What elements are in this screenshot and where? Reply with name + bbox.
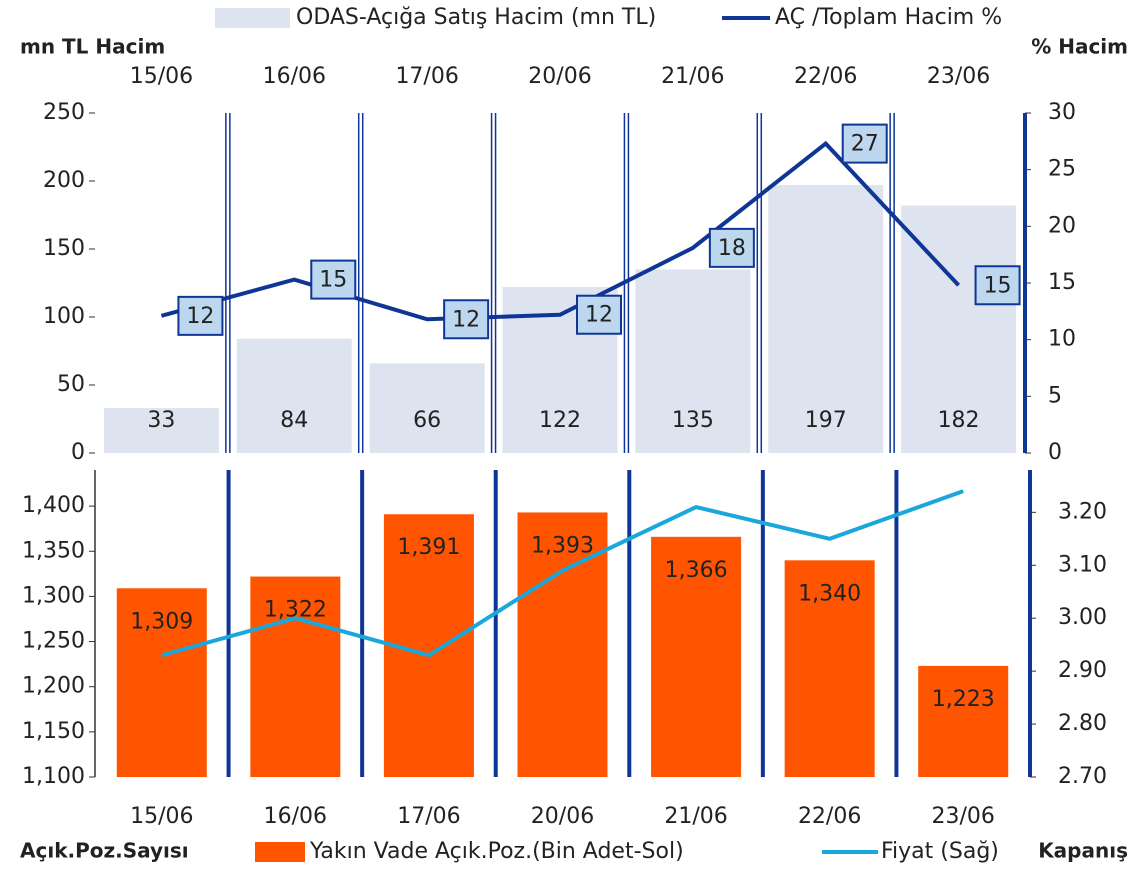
y-tick-label: 1,350 [22, 538, 85, 563]
line [161, 489, 964, 658]
y-tick-label: 50 [57, 372, 85, 397]
y-tick-label: 1,250 [22, 629, 85, 654]
y-tick-label: 1,150 [22, 719, 85, 744]
bar [236, 338, 352, 453]
y2-tick-label: 25 [1048, 157, 1076, 182]
x-tick-label: 16/06 [263, 64, 326, 89]
y2-tick-label: 2.80 [1058, 711, 1107, 736]
data-label: 12 [452, 307, 480, 332]
y2-tick-label: 2.70 [1058, 764, 1107, 789]
x-tick-label: 22/06 [798, 804, 861, 829]
data-label: 1,340 [798, 581, 861, 606]
data-label-box [576, 294, 622, 335]
y-axis-title: Açık.Poz.Sayısı [20, 839, 189, 863]
y-tick-label: 1,200 [22, 674, 85, 699]
x-tick-label: 20/06 [531, 804, 594, 829]
legend-label: Fiyat (Sağ) [881, 839, 999, 864]
data-label-box [177, 295, 224, 336]
x-tick-label: 22/06 [794, 64, 857, 89]
bar [768, 185, 884, 453]
data-label: 15 [984, 273, 1012, 298]
x-tick-label: 20/06 [528, 64, 591, 89]
x-tick-label: 21/06 [664, 804, 727, 829]
y2-tick-label: 20 [1048, 213, 1076, 238]
x-tick-label: 17/06 [397, 804, 460, 829]
x-tick-label: 17/06 [395, 64, 458, 89]
bar [103, 408, 219, 453]
x-tick-label: 21/06 [661, 64, 724, 89]
data-label-box [443, 299, 490, 340]
y-tick-label: 250 [43, 100, 85, 125]
data-label: 15 [319, 268, 347, 293]
y2-tick-label: 2.90 [1058, 658, 1107, 683]
y2-tick-label: 3.20 [1058, 499, 1107, 524]
y2-tick-label: 10 [1048, 327, 1076, 352]
legend-label: ODAS-Açığa Satış Hacim (mn TL) [296, 5, 656, 30]
bar [651, 536, 742, 777]
bar [250, 576, 341, 777]
y-tick-label: 1,300 [22, 583, 85, 608]
y2-tick-label: 15 [1048, 270, 1076, 295]
y-tick-label: 1,100 [22, 764, 85, 789]
y-axis-title: mn TL Hacim [20, 35, 165, 59]
data-label: 1,391 [397, 535, 460, 560]
data-label: 182 [938, 408, 980, 433]
bar [635, 269, 751, 453]
y-tick-label: 1,400 [22, 493, 85, 518]
x-tick-label: 23/06 [932, 804, 995, 829]
bar [116, 588, 207, 777]
data-label-box [841, 123, 888, 164]
y-tick-label: 150 [43, 236, 85, 261]
legend-label: AÇ /Toplam Hacim % [775, 5, 1002, 30]
bar [784, 560, 875, 777]
y2-tick-label: 3.00 [1058, 605, 1107, 630]
data-label: 27 [851, 132, 879, 157]
data-label: 12 [585, 303, 613, 328]
data-label: 122 [539, 408, 581, 433]
y2-tick-label: 3.10 [1058, 552, 1107, 577]
bar [369, 363, 485, 453]
data-label: 18 [718, 236, 746, 261]
y-tick-label: 0 [71, 440, 85, 465]
data-label: 1,223 [932, 687, 995, 712]
y2-tick-label: 5 [1048, 383, 1062, 408]
data-label: 33 [147, 408, 175, 433]
y2-axis-title: Kapanış [1038, 839, 1128, 863]
data-label-box [974, 265, 1021, 306]
data-label-box [310, 259, 357, 300]
data-label: 12 [186, 304, 214, 329]
data-label: 1,309 [130, 609, 193, 634]
y-tick-label: 200 [43, 168, 85, 193]
legend-swatch [215, 8, 290, 28]
data-label: 1,393 [531, 533, 594, 558]
data-label: 1,366 [665, 558, 728, 583]
legend-swatch [255, 842, 305, 862]
data-label: 84 [280, 408, 308, 433]
data-label: 197 [805, 408, 847, 433]
x-tick-label: 23/06 [927, 64, 990, 89]
data-label: 135 [672, 408, 714, 433]
y2-tick-label: 30 [1048, 100, 1076, 125]
bar [918, 665, 1009, 777]
y2-axis-title: % Hacim [1031, 35, 1128, 59]
y-tick-label: 100 [43, 304, 85, 329]
x-tick-label: 16/06 [264, 804, 327, 829]
line [160, 140, 961, 322]
x-tick-label: 15/06 [130, 804, 193, 829]
x-tick-label: 15/06 [130, 64, 193, 89]
data-label: 66 [413, 408, 441, 433]
data-label-box [708, 227, 755, 268]
legend-label: Yakın Vade Açık.Poz.(Bin Adet-Sol) [309, 839, 684, 864]
y2-tick-label: 0 [1048, 440, 1062, 465]
